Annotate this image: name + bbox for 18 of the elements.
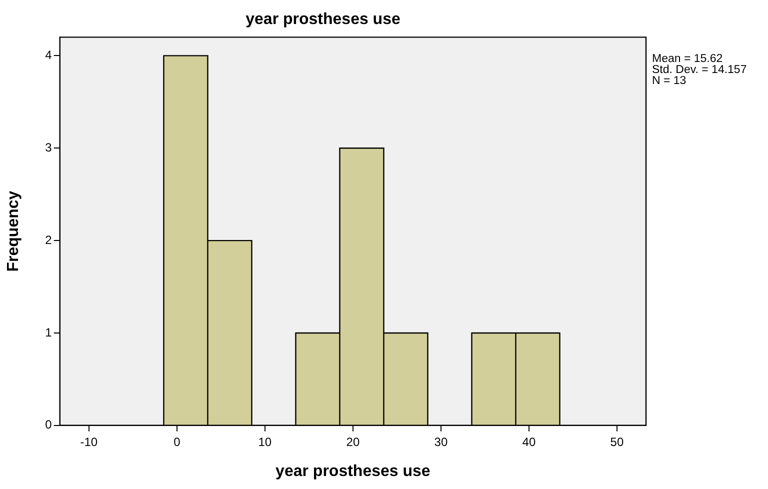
x-tick-label: 20	[346, 434, 360, 449]
x-tick-label: -10	[80, 434, 98, 449]
x-tick-label: 50	[610, 434, 624, 449]
x-axis-title: year prostheses use	[276, 462, 430, 480]
chart-title: year prostheses use	[246, 11, 400, 28]
y-tick-label: 4	[45, 48, 52, 62]
y-tick-label: 2	[45, 232, 52, 247]
x-tick-label: 40	[522, 434, 536, 449]
x-tick-label: 0	[174, 434, 181, 449]
text: Std. Dev. = 14.157	[652, 64, 747, 76]
x-tick-label: 10	[258, 434, 272, 449]
text: Mean = 15.62	[652, 53, 724, 65]
y-tick-label: 1	[45, 325, 52, 340]
text: N = 13	[652, 75, 688, 87]
y-axis-title: Frequency	[5, 190, 22, 272]
y-tick-label: 3	[45, 140, 52, 154]
x-tick-label: 30	[434, 434, 448, 449]
y-tick-label: 0	[45, 418, 52, 432]
